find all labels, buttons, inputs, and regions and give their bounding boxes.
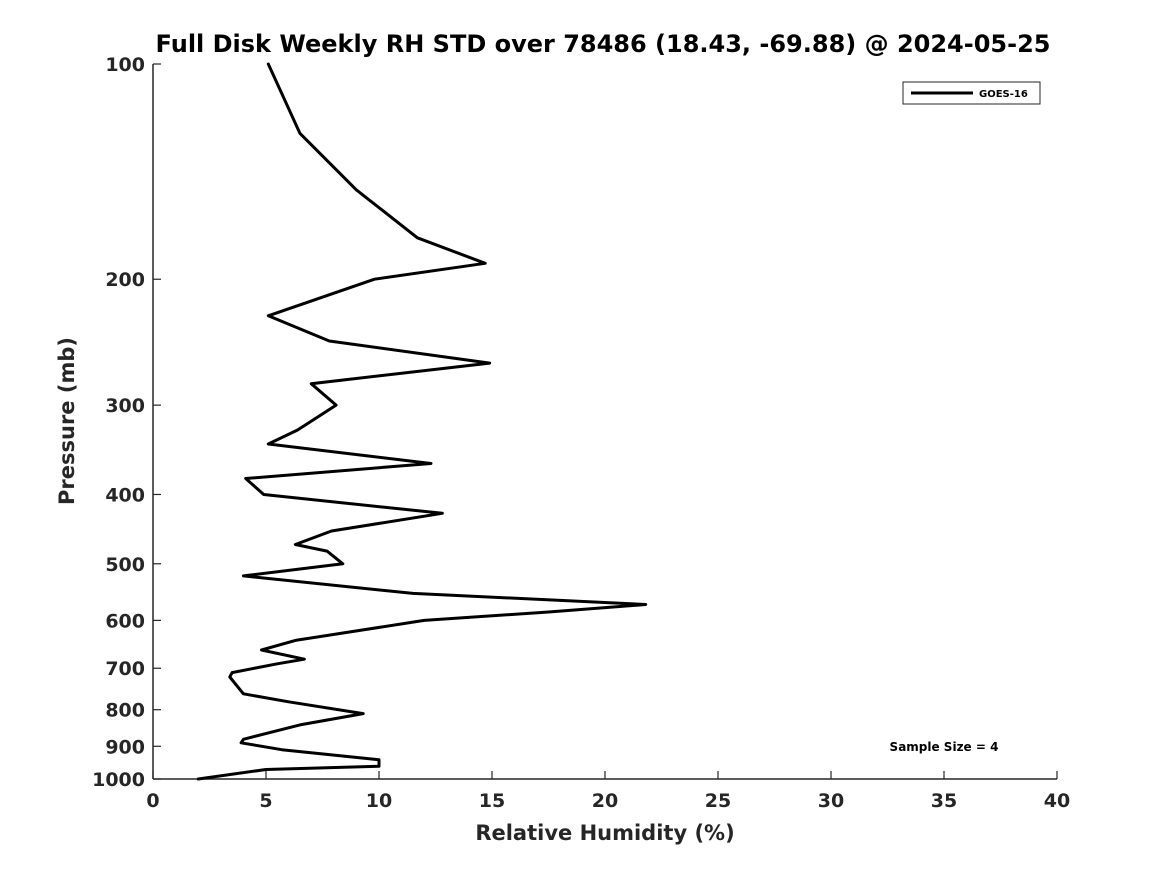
y-tick-label: 800 xyxy=(105,700,145,722)
series-line-goes-16 xyxy=(196,62,648,781)
legend: GOES-16 xyxy=(902,81,1041,105)
y-tick-label: 700 xyxy=(105,658,145,680)
x-tick-label: 30 xyxy=(818,790,844,812)
y-tick-label: 900 xyxy=(105,736,145,758)
x-tick-label: 25 xyxy=(705,790,731,812)
x-tick-label: 5 xyxy=(259,790,272,812)
sample-size-annotation: Sample Size = 4 xyxy=(890,740,999,754)
x-tick-label: 20 xyxy=(592,790,618,812)
y-tick-label: 400 xyxy=(105,484,145,506)
y-tick-label: 500 xyxy=(105,554,145,576)
y-tick-label: 600 xyxy=(105,610,145,632)
x-tick-label: 0 xyxy=(146,790,159,812)
y-tick-label: 1000 xyxy=(92,769,145,791)
y-axis-ticks: 100 200 300 400 500 600 700 800 900 1000 xyxy=(92,54,161,791)
x-axis-ticks: 0 5 10 15 20 25 30 35 40 xyxy=(146,771,1070,812)
x-axis-label: Relative Humidity (%) xyxy=(475,821,734,845)
x-tick-label: 35 xyxy=(931,790,957,812)
y-tick-label: 300 xyxy=(105,395,145,417)
legend-label-goes-16: GOES-16 xyxy=(979,89,1028,100)
y-axis-label: Pressure (mb) xyxy=(55,337,79,505)
x-tick-label: 40 xyxy=(1044,790,1070,812)
chart-title: Full Disk Weekly RH STD over 78486 (18.4… xyxy=(156,30,1051,58)
series-layer xyxy=(196,62,648,781)
x-tick-label: 10 xyxy=(366,790,392,812)
x-tick-label: 15 xyxy=(479,790,505,812)
y-tick-label: 100 xyxy=(105,54,145,76)
y-tick-label: 200 xyxy=(105,269,145,291)
